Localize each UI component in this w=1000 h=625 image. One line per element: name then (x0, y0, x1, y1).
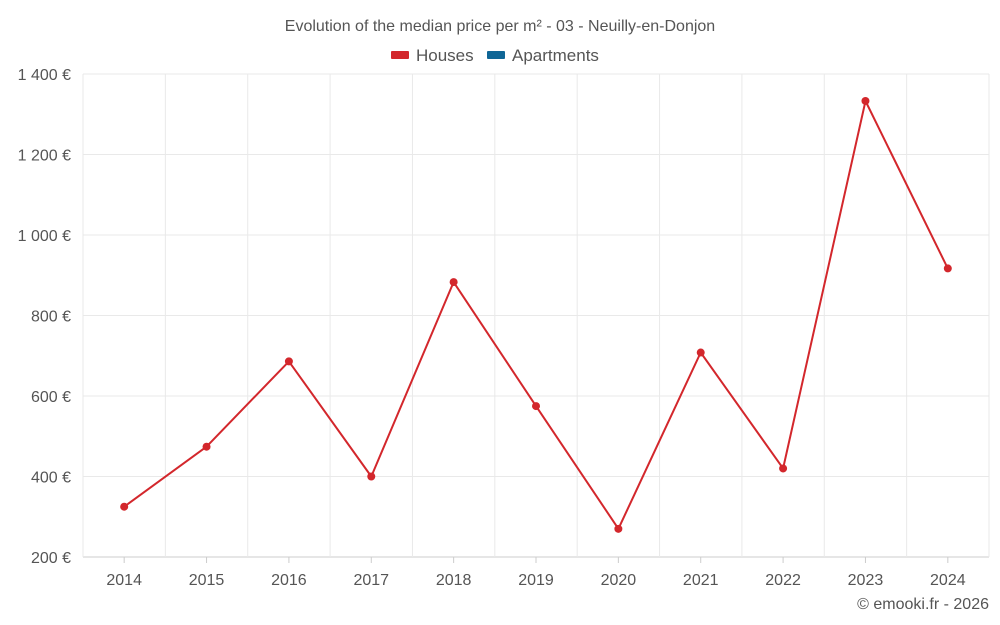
data-point-houses-2015[interactable] (202, 442, 211, 451)
legend-swatch-houses (391, 51, 409, 59)
y-tick-label: 400 € (31, 470, 71, 487)
data-point-houses-2020[interactable] (614, 524, 623, 533)
y-tick-label: 1 000 € (18, 228, 71, 245)
x-tick-label: 2023 (848, 572, 884, 589)
x-tick-label: 2024 (930, 572, 966, 589)
data-point-houses-2021[interactable] (696, 348, 705, 357)
x-tick-label: 2017 (353, 572, 389, 589)
grid (82, 73, 990, 558)
credit-text: © emooki.fr - 2026 (857, 596, 989, 613)
data-point-houses-2018[interactable] (449, 278, 458, 287)
data-point-houses-2022[interactable] (779, 464, 788, 473)
legend-label-apartments: Apartments (512, 46, 599, 65)
legend-label-houses: Houses (416, 46, 474, 65)
y-tick-label: 600 € (31, 389, 71, 406)
legend-item-apartments[interactable]: Apartments (487, 46, 599, 65)
y-tick-label: 1 400 € (18, 67, 71, 84)
data-point-houses-2014[interactable] (120, 502, 129, 511)
x-tick-label: 2018 (436, 572, 472, 589)
chart-title: Evolution of the median price per m² - 0… (285, 18, 715, 35)
x-tick-label: 2021 (683, 572, 719, 589)
data-point-houses-2023[interactable] (861, 96, 870, 105)
x-tick-label: 2019 (518, 572, 554, 589)
data-point-houses-2019[interactable] (532, 402, 540, 411)
legend-item-houses[interactable]: Houses (391, 46, 474, 65)
data-point-houses-2017[interactable] (367, 472, 376, 481)
y-axis-labels: 200 € 400 € 600 € 800 € 1 000 € 1 200 € 1 400 … (18, 67, 71, 567)
data-point-houses-2016[interactable] (284, 357, 293, 366)
y-tick-label: 800 € (31, 309, 71, 326)
series-houses (120, 96, 952, 533)
y-tick-label: 1 200 € (18, 148, 71, 165)
x-axis-labels: 2014 2015 2016 2017 2018 2019 2020 2021 2022 2023… (106, 557, 966, 589)
x-tick-label: 2016 (271, 572, 307, 589)
x-tick-label: 2020 (601, 572, 637, 589)
legend: Houses Apartments (391, 46, 599, 65)
x-tick-label: 2014 (106, 572, 142, 589)
data-point-houses-2024[interactable] (943, 264, 952, 273)
legend-swatch-apartments (487, 51, 505, 59)
x-tick-label: 2015 (189, 572, 225, 589)
x-tick-label: 2022 (765, 572, 801, 589)
y-tick-label: 200 € (31, 550, 71, 567)
